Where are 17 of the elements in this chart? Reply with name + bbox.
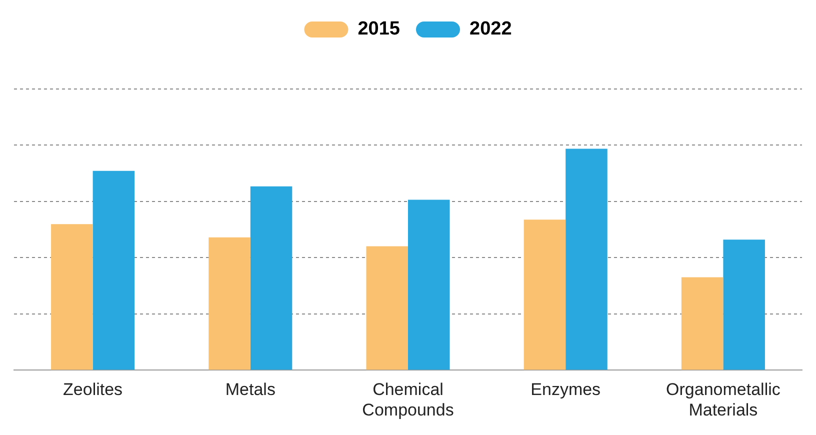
x-tick-label: Zeolites [63, 380, 123, 400]
bar [408, 200, 450, 370]
bar [681, 277, 724, 370]
x-tick-label: Chemical Compounds [362, 380, 454, 420]
bar [92, 170, 135, 370]
bar [566, 148, 608, 370]
legend-label: 2022 [470, 18, 512, 40]
x-tick-label: Metals [225, 380, 276, 400]
x-tick-label: Enzymes [530, 380, 601, 400]
legend-label: 2015 [358, 18, 400, 40]
bar [723, 240, 765, 370]
bar [366, 246, 408, 370]
bar [51, 224, 93, 370]
bar [208, 237, 250, 370]
x-tick-label: Organometallic Materials [666, 380, 781, 420]
bar [250, 186, 292, 370]
bar [524, 220, 566, 370]
